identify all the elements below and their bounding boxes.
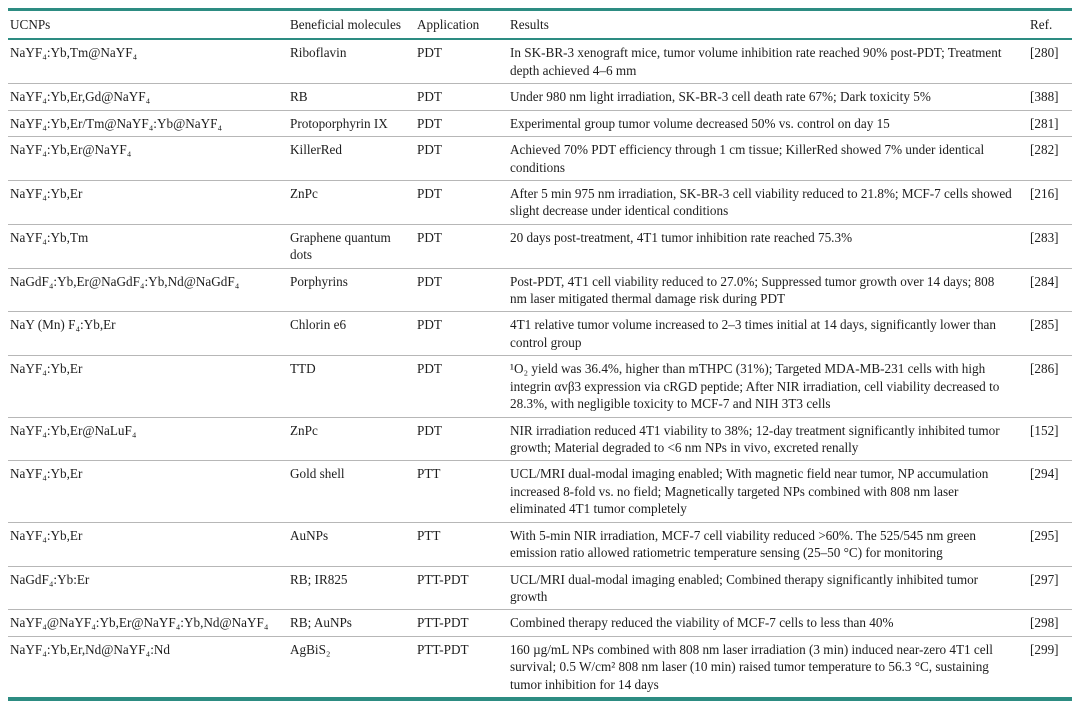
table-row: NaY (Mn) F₄:Yb,Er Chlorin e6 PDT 4T1 rel…	[8, 311, 1072, 357]
column-header-ucnps: UCNPs	[8, 9, 288, 41]
ref-cell: [388]	[1028, 83, 1072, 111]
ucnp-cell: NaYF₄:Yb,Er@NaYF₄	[8, 136, 288, 181]
ref-cell: [283]	[1028, 224, 1072, 269]
column-header-results: Results	[508, 9, 1028, 41]
application-cell: PDT	[415, 311, 508, 357]
ref-cell: [282]	[1028, 136, 1072, 181]
application-cell: PDT	[415, 355, 508, 418]
ref-cell: [152]	[1028, 417, 1072, 462]
ucnp-results-table: UCNPs Beneficial molecules Application R…	[8, 8, 1072, 701]
table-header-row: UCNPs Beneficial molecules Application R…	[8, 9, 1072, 41]
result-cell: Post-PDT, 4T1 cell viability reduced to …	[508, 268, 1028, 313]
ucnp-cell: NaYF₄:Yb,Er	[8, 180, 288, 225]
ucnp-cell: NaYF₄:Yb,Er,Nd@NaYF₄:Nd	[10, 641, 171, 657]
ucnp-cell: NaYF₄:Yb,Er@NaLuF₄	[8, 417, 288, 462]
beneficial-molecule-cell: Porphyrins	[288, 268, 415, 313]
beneficial-molecule-cell: AgBiS₂	[290, 641, 331, 657]
beneficial-molecule-cell: RB; IR825	[288, 566, 415, 611]
ref-cell: [294]	[1028, 460, 1072, 523]
ref-cell: [298]	[1028, 609, 1072, 637]
beneficial-molecule-cell: RB; AuNPs	[288, 609, 415, 637]
ref-cell: [299]	[1030, 641, 1059, 657]
result-cell: 4T1 relative tumor volume increased to 2…	[508, 311, 1028, 357]
table-row: NaYF₄:Yb,Tm@NaYF₄ Riboflavin PDT In SK-B…	[8, 39, 1072, 85]
beneficial-molecule-cell: KillerRed	[288, 136, 415, 181]
application-cell: PDT	[415, 110, 508, 138]
beneficial-molecule-cell: ZnPc	[288, 180, 415, 225]
application-cell: PDT	[415, 224, 508, 269]
ucnp-cell: NaYF₄:Yb,Er,Gd@NaYF₄	[8, 83, 288, 111]
table-row: NaYF₄:Yb,Er@NaYF₄ KillerRed PDT Achieved…	[8, 136, 1072, 181]
beneficial-molecule-cell: Graphene quantum dots	[288, 224, 415, 269]
table-row: NaGdF₄:Yb:Er RB; IR825 PTT-PDT UCL/MRI d…	[8, 566, 1072, 611]
application-cell: PTT-PDT	[415, 609, 508, 637]
beneficial-molecule-cell: Riboflavin	[288, 39, 415, 85]
ref-cell: [281]	[1028, 110, 1072, 138]
result-cell: Under 980 nm light irradiation, SK-BR-3 …	[508, 83, 1028, 111]
table-row: NaYF₄:Yb,Er/Tm@NaYF₄:Yb@NaYF₄ Protoporph…	[8, 110, 1072, 138]
ucnp-cell: NaYF₄@NaYF₄:Yb,Er@NaYF₄:Yb,Nd@NaYF₄	[8, 609, 288, 637]
ref-cell: [295]	[1028, 522, 1072, 567]
ref-cell: [280]	[1028, 39, 1072, 85]
ucnp-cell: NaYF₄:Yb,Tm@NaYF₄	[8, 39, 288, 85]
application-cell: PDT	[415, 268, 508, 313]
ref-cell: [297]	[1028, 566, 1072, 611]
table-row: NaYF₄:Yb,Er@NaLuF₄ ZnPc PDT NIR irradiat…	[8, 417, 1072, 462]
application-cell: PDT	[415, 417, 508, 462]
result-cell: With 5-min NIR irradiation, MCF-7 cell v…	[508, 522, 1028, 567]
ref-cell: [284]	[1028, 268, 1072, 313]
result-cell: 20 days post-treatment, 4T1 tumor inhibi…	[508, 224, 1028, 269]
beneficial-molecule-cell: Chlorin e6	[288, 311, 415, 357]
result-cell: After 5 min 975 nm irradiation, SK-BR-3 …	[508, 180, 1028, 225]
table-row: NaYF₄:Yb,Er Gold shell PTT UCL/MRI dual-…	[8, 460, 1072, 523]
table-row: NaYF₄:Yb,Er,Gd@NaYF₄ RB PDT Under 980 nm…	[8, 83, 1072, 111]
ref-cell: [286]	[1028, 355, 1072, 418]
column-header-ref: Ref.	[1028, 9, 1072, 41]
result-cell: NIR irradiation reduced 4T1 viability to…	[508, 417, 1028, 462]
ucnp-cell: NaYF₄:Yb,Er	[8, 522, 288, 567]
ucnp-cell: NaYF₄:Yb,Tm	[8, 224, 288, 269]
application-cell: PDT	[415, 180, 508, 225]
table-row: NaYF₄:Yb,Er TTD PDT ¹O₂ yield was 36.4%,…	[8, 355, 1072, 418]
result-cell: Achieved 70% PDT efficiency through 1 cm…	[508, 136, 1028, 181]
table-row: NaYF₄:Yb,Er AuNPs PTT With 5-min NIR irr…	[8, 522, 1072, 567]
table-body: NaYF₄:Yb,Tm@NaYF₄ Riboflavin PDT In SK-B…	[8, 39, 1072, 699]
application-cell: PTT-PDT	[417, 641, 469, 657]
application-cell: PTT	[415, 460, 508, 523]
application-cell: PDT	[415, 39, 508, 85]
ucnp-cell: NaGdF₄:Yb:Er	[8, 566, 288, 611]
application-cell: PTT	[415, 522, 508, 567]
beneficial-molecule-cell: ZnPc	[288, 417, 415, 462]
result-cell: ¹O₂ yield was 36.4%, higher than mTHPC (…	[508, 355, 1028, 418]
ref-cell: [216]	[1028, 180, 1072, 225]
table-row: NaYF₄@NaYF₄:Yb,Er@NaYF₄:Yb,Nd@NaYF₄ RB; …	[8, 609, 1072, 637]
result-cell: UCL/MRI dual-modal imaging enabled; Comb…	[508, 566, 1028, 611]
column-header-application: Application	[415, 9, 508, 41]
beneficial-molecule-cell: RB	[288, 83, 415, 111]
table-row: NaYF₄:Yb,Er ZnPc PDT After 5 min 975 nm …	[8, 180, 1072, 225]
table-row: NaYF₄:Yb,Er,Nd@NaYF₄:Nd AgBiS₂ PTT-PDT 1…	[8, 636, 1072, 699]
table-row: NaGdF₄:Yb,Er@NaGdF₄:Yb,Nd@NaGdF₄ Porphyr…	[8, 268, 1072, 313]
result-cell: In SK-BR-3 xenograft mice, tumor volume …	[508, 39, 1028, 85]
ref-cell: [285]	[1028, 311, 1072, 357]
result-cell: UCL/MRI dual-modal imaging enabled; With…	[508, 460, 1028, 523]
application-cell: PTT-PDT	[415, 566, 508, 611]
beneficial-molecule-cell: TTD	[288, 355, 415, 418]
application-cell: PDT	[415, 136, 508, 181]
ucnp-cell: NaYF₄:Yb,Er/Tm@NaYF₄:Yb@NaYF₄	[8, 110, 288, 138]
column-header-beneficial-molecules: Beneficial molecules	[288, 9, 415, 41]
beneficial-molecule-cell: Protoporphyrin IX	[288, 110, 415, 138]
result-cell: Experimental group tumor volume decrease…	[508, 110, 1028, 138]
ucnp-cell: NaY (Mn) F₄:Yb,Er	[8, 311, 288, 357]
beneficial-molecule-cell: AuNPs	[288, 522, 415, 567]
application-cell: PDT	[415, 83, 508, 111]
table-row: NaYF₄:Yb,Tm Graphene quantum dots PDT 20…	[8, 224, 1072, 269]
ucnp-cell: NaGdF₄:Yb,Er@NaGdF₄:Yb,Nd@NaGdF₄	[8, 268, 288, 313]
beneficial-molecule-cell: Gold shell	[288, 460, 415, 523]
ucnp-cell: NaYF₄:Yb,Er	[8, 355, 288, 418]
result-cell: Combined therapy reduced the viability o…	[508, 609, 1028, 637]
ucnp-cell: NaYF₄:Yb,Er	[8, 460, 288, 523]
result-cell: 160 µg/mL NPs combined with 808 nm laser…	[510, 641, 993, 692]
